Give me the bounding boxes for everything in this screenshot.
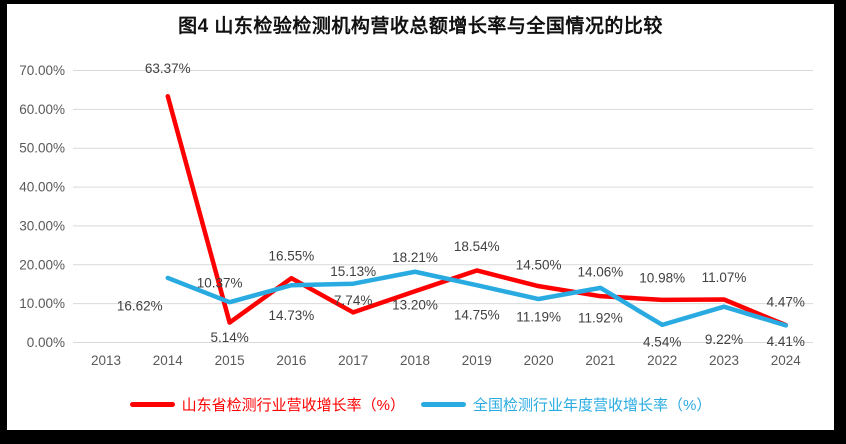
data-label: 14.50%	[516, 258, 562, 273]
x-axis-tick: 2014	[153, 353, 184, 368]
x-axis-tick: 2021	[585, 353, 615, 368]
data-label: 10.37%	[197, 276, 243, 291]
x-axis-tick: 2013	[91, 353, 121, 368]
data-label: 14.06%	[578, 264, 624, 279]
data-label: 9.22%	[705, 332, 743, 347]
y-axis-tick: 0.00%	[27, 335, 65, 350]
x-axis-tick: 2020	[524, 353, 554, 368]
data-label: 13.20%	[392, 298, 438, 313]
x-axis-tick: 2023	[709, 353, 739, 368]
line-chart-plot: 0.00% 10.00% 20.00% 30.00% 40.00% 50.00% 60.00…	[19, 61, 813, 368]
y-axis-tick: 70.00%	[19, 63, 65, 78]
x-axis-tick: 2015	[215, 353, 245, 368]
x-axis-tick: 2022	[647, 353, 677, 368]
legend-item-national: 全国检测行业年度营收增长率（%）	[421, 394, 711, 415]
data-label: 63.37%	[145, 61, 191, 76]
x-axis-tick: 2016	[276, 353, 306, 368]
chart-surface: 图4 山东检验检测机构营收总额增长率与全国情况的比较 0.00% 10.00% 20…	[7, 4, 834, 430]
legend-label-national: 全国检测行业年度营收增长率（%）	[473, 397, 712, 414]
series-line-0	[165, 94, 789, 328]
y-axis-tick: 40.00%	[19, 180, 65, 195]
data-label: 16.62%	[117, 298, 163, 313]
series-line-1	[165, 269, 789, 328]
y-axis-tick: 20.00%	[19, 257, 65, 272]
data-label: 4.54%	[643, 334, 681, 349]
data-label: 5.14%	[210, 330, 248, 345]
data-label: 11.92%	[578, 311, 623, 326]
data-label: 4.41%	[767, 334, 805, 349]
data-label: 7.74%	[334, 293, 372, 308]
data-label: 10.98%	[639, 270, 685, 285]
y-axis-tick: 10.00%	[19, 296, 65, 311]
chart-legend: 山东省检测行业营收增长率（%） 全国检测行业年度营收增长率（%）	[7, 394, 834, 415]
data-label: 14.73%	[269, 308, 315, 323]
chart-title: 图4 山东检验检测机构营收总额增长率与全国情况的比较	[178, 16, 663, 37]
blue-line-key-icon	[421, 402, 466, 407]
data-label: 11.19%	[516, 310, 561, 325]
legend-item-shandong: 山东省检测行业营收增长率（%）	[129, 394, 405, 415]
data-label: 18.21%	[392, 250, 438, 265]
y-axis-tick: 50.00%	[19, 141, 65, 156]
y-axis-tick: 30.00%	[19, 218, 65, 233]
data-label: 11.07%	[702, 270, 747, 285]
x-axis-tick: 2018	[400, 353, 430, 368]
x-axis-tick: 2024	[771, 353, 802, 368]
data-label: 4.47%	[767, 295, 805, 310]
data-label: 15.13%	[330, 264, 376, 279]
data-label: 16.55%	[269, 249, 315, 264]
y-axis-tick: 60.00%	[19, 102, 65, 117]
legend-label-shandong: 山东省检测行业营收增长率（%）	[181, 397, 405, 414]
red-line-key-icon	[129, 402, 175, 407]
data-label: 18.54%	[454, 239, 500, 254]
data-label: 14.75%	[454, 308, 500, 323]
x-axis-tick: 2017	[338, 353, 368, 368]
x-axis-tick: 2019	[462, 353, 492, 368]
